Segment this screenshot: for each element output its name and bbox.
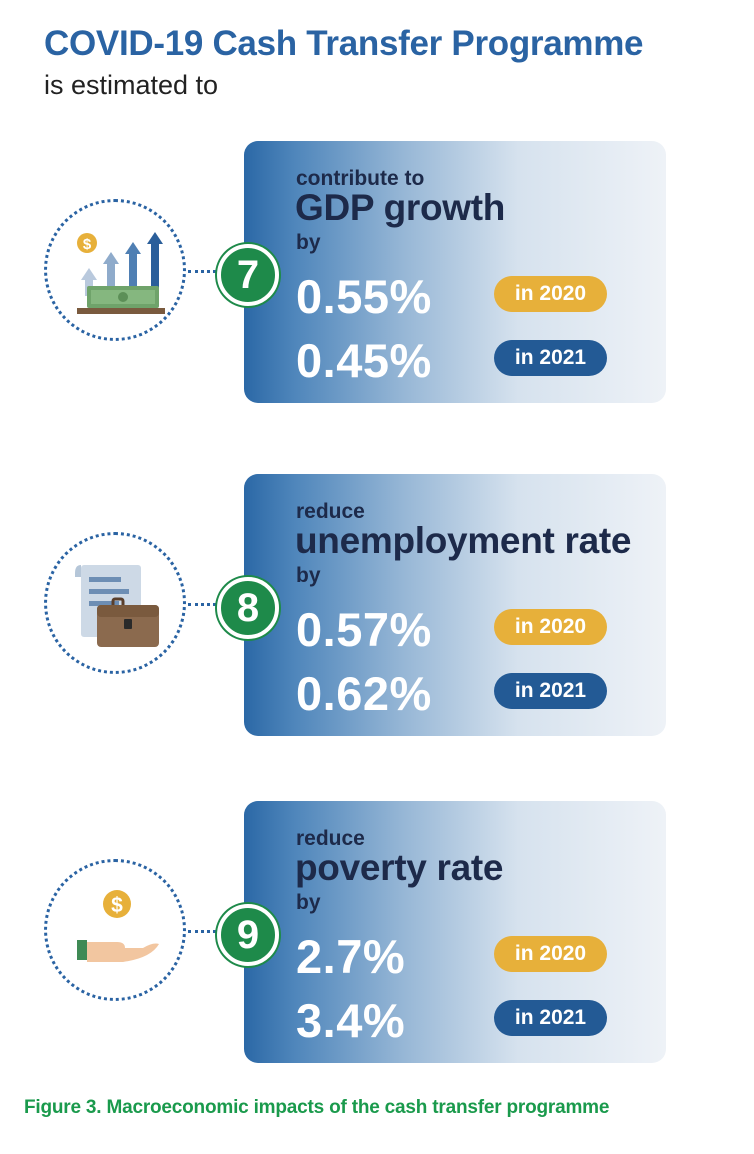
impact-value-2021: 0.45% (296, 334, 432, 387)
year-badge-2020: in 2020 (494, 936, 607, 972)
connector-line (188, 270, 222, 273)
impact-verb: contribute to (296, 167, 425, 190)
impact-item-gdp: $ 7 contribute to GDP growth by 0.55% in… (0, 141, 754, 403)
impact-value-2020: 0.57% (296, 603, 432, 656)
impact-by: by (296, 564, 321, 587)
item-number-badge: 7 (217, 244, 279, 306)
year-badge-2020: in 2020 (494, 609, 607, 645)
impact-metric: unemployment rate (295, 520, 632, 561)
year-badge-2021: in 2021 (494, 673, 607, 709)
impact-metric: GDP growth (295, 187, 506, 228)
connector-line (188, 603, 222, 606)
briefcase-document-icon (44, 532, 186, 674)
impact-item-poverty: $ 9 reduce poverty rate by 2.7% in 2020 … (0, 801, 754, 1063)
impact-verb: reduce (296, 827, 365, 850)
year-badge-2021: in 2021 (494, 340, 607, 376)
impact-by: by (296, 231, 321, 254)
svg-text:$: $ (83, 236, 92, 253)
page-title: COVID-19 Cash Transfer Programme (44, 24, 644, 63)
impact-by: by (296, 891, 321, 914)
impact-value-2020: 0.55% (296, 270, 432, 323)
year-badge-2021: in 2021 (494, 1000, 607, 1036)
gdp-growth-icon: $ (44, 199, 186, 341)
impact-verb: reduce (296, 500, 365, 523)
figure-caption: Figure 3. Macroeconomic impacts of the c… (24, 1097, 610, 1118)
svg-text:$: $ (111, 894, 123, 917)
year-badge-2020: in 2020 (494, 276, 607, 312)
impact-value-2021: 3.4% (296, 994, 406, 1047)
page-subtitle: is estimated to (44, 70, 219, 100)
hand-coin-icon: $ (44, 859, 186, 1001)
impact-item-unemployment: 8 reduce unemployment rate by 0.57% in 2… (0, 474, 754, 736)
impact-value-2020: 2.7% (296, 930, 406, 983)
impact-metric: poverty rate (295, 847, 504, 888)
item-number-badge: 8 (217, 577, 279, 639)
connector-line (188, 930, 222, 933)
item-number-badge: 9 (217, 904, 279, 966)
impact-value-2021: 0.62% (296, 667, 432, 720)
